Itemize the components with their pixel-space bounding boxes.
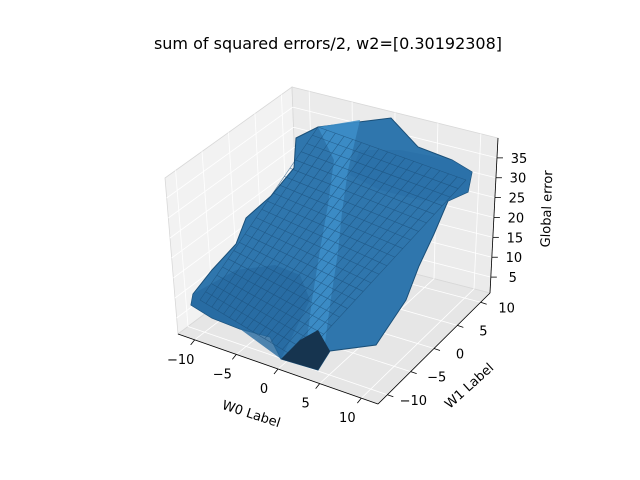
mesh-line — [293, 176, 458, 357]
mesh-line — [282, 170, 441, 350]
mesh-line — [264, 161, 414, 340]
z-wall-gridline — [168, 126, 294, 219]
mesh-line — [199, 299, 301, 361]
z-tick-label: 10 — [506, 251, 523, 266]
mesh-line — [288, 173, 449, 354]
mesh-line — [301, 151, 443, 206]
z-tick-label: 25 — [509, 192, 526, 207]
mesh-line — [258, 157, 406, 336]
mesh-line — [235, 145, 371, 322]
y-tick-label: 0 — [456, 348, 464, 363]
mesh-line — [240, 148, 380, 325]
z-wall-gridline — [166, 106, 294, 199]
mesh-line — [205, 291, 309, 352]
mesh-line — [252, 154, 397, 332]
mesh-line — [250, 225, 372, 284]
x-tick-mark — [273, 368, 279, 375]
y-tick-label: −10 — [400, 394, 427, 409]
z-wall-gridline — [169, 147, 295, 239]
error-surface — [190, 117, 473, 371]
z-axis-label: Global error — [539, 169, 557, 247]
mesh-line — [216, 275, 324, 335]
x-wall-gridline — [473, 133, 482, 289]
mesh-line — [229, 142, 362, 318]
mesh-line — [211, 283, 316, 344]
z-axis-line — [489, 137, 499, 294]
x-tick-label: 0 — [260, 382, 268, 397]
mesh-line — [261, 209, 388, 266]
mesh-line — [246, 151, 388, 329]
z-axis-ticks: 5 10 15 20 25 30 35 — [490, 152, 528, 286]
z-wall-gridline — [171, 167, 296, 259]
x-tick-label: 10 — [339, 411, 356, 426]
mesh-line — [295, 159, 435, 215]
y-tick-mark — [457, 324, 464, 328]
surface-dark-edge — [281, 330, 330, 370]
mesh-line — [244, 233, 364, 292]
mesh-line — [284, 176, 419, 232]
mesh-line — [270, 164, 423, 343]
y-tick-mark — [433, 348, 441, 351]
mesh-line — [222, 266, 332, 326]
y-tick-mark — [387, 394, 394, 398]
mesh-line — [267, 200, 395, 258]
mesh-line — [199, 126, 319, 301]
mesh-line — [299, 179, 467, 361]
mesh-line — [223, 139, 354, 315]
y-tick-label: 5 — [479, 324, 487, 339]
z-tick-label: 35 — [511, 152, 528, 167]
mesh-line — [239, 242, 356, 301]
mesh-line — [256, 217, 380, 275]
mesh-line — [278, 184, 411, 241]
mesh-line — [211, 133, 336, 308]
mesh-line — [272, 192, 403, 249]
z-tick-label: 30 — [510, 172, 527, 187]
mesh-line — [227, 258, 340, 318]
surface-mesh — [199, 126, 467, 361]
mesh-line — [289, 167, 427, 224]
mesh-line — [217, 136, 345, 311]
x-tick-mark — [315, 383, 320, 389]
mesh-line — [205, 129, 327, 304]
x-tick-mark — [357, 397, 362, 404]
chart-title: sum of squared errors/2, w2=[0.30192308] — [154, 34, 502, 53]
x-tick-mark — [232, 354, 237, 360]
y-tick-mark — [410, 371, 417, 375]
x-tick-label: −5 — [213, 367, 232, 382]
y-tick-mark — [480, 301, 487, 305]
z-tick-label: 15 — [507, 231, 524, 246]
mesh-line — [233, 250, 348, 309]
y-wall-gridline — [175, 170, 189, 327]
x-tick-label: −10 — [167, 353, 194, 368]
y-tick-label: −5 — [427, 371, 446, 386]
mesh-line — [312, 134, 459, 189]
x-tick-mark — [190, 339, 195, 346]
x-tick-label: 5 — [302, 397, 310, 412]
x-axis-ticks: −10 −5 0 5 10 — [167, 339, 362, 426]
mesh-line — [306, 143, 451, 198]
surface-ridge-highlight — [305, 120, 360, 355]
z-tick-label: 5 — [509, 271, 517, 286]
mesh-line — [317, 126, 467, 181]
y-tick-label: 10 — [498, 301, 515, 316]
z-tick-label: 20 — [508, 211, 525, 226]
mesh-line — [276, 167, 432, 347]
y-axis-ticks: −10−5 05 10 — [387, 301, 515, 409]
